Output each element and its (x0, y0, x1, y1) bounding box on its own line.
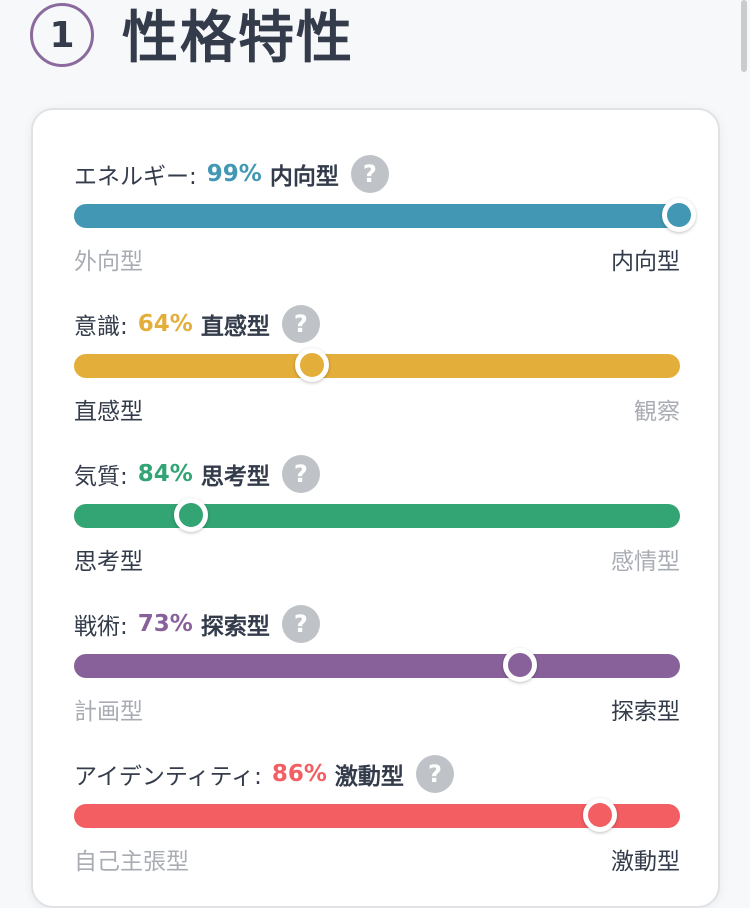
trait-nature: 気質: 84% 思考型 ? 思考型 感情型 (74, 452, 680, 582)
trait-bar-knob (174, 498, 209, 532)
trait-percent: 73% (137, 611, 193, 637)
trait-ends: 計画型 探索型 (74, 692, 680, 726)
trait-left-label: 外向型 (74, 249, 143, 275)
trait-name: 戦術: (74, 614, 128, 640)
trait-percent: 64% (137, 311, 193, 337)
trait-type: 直感型 (200, 314, 270, 340)
help-icon[interactable]: ? (281, 305, 320, 343)
trait-bar (74, 648, 680, 682)
scrollbar[interactable] (741, 0, 747, 72)
trait-bar (74, 798, 680, 832)
trait-bar-knob (661, 198, 696, 232)
trait-right-label: 激動型 (611, 849, 680, 875)
trait-type: 思考型 (200, 464, 270, 490)
trait-name: エネルギー: (74, 164, 197, 190)
trait-ends: 直感型 観察 (74, 392, 680, 426)
trait-tactics: 戦術: 73% 探索型 ? 計画型 探索型 (74, 602, 680, 732)
trait-energy: エネルギー: 99% 内向型 ? 外向型 内向型 (74, 152, 696, 282)
trait-bar-knob (295, 348, 330, 382)
trait-label-row: 意識: 64% 直感型 ? (74, 302, 680, 346)
trait-name: 気質: (74, 464, 128, 490)
page-title: 性格特性 (122, 5, 354, 71)
trait-right-label: 感情型 (611, 549, 680, 575)
trait-percent: 84% (137, 461, 193, 487)
trait-label-row: 戦術: 73% 探索型 ? (74, 602, 680, 646)
trait-percent: 99% (206, 161, 262, 187)
trait-ends: 思考型 感情型 (74, 542, 680, 576)
trait-left-label: 計画型 (74, 699, 143, 725)
trait-label-row: エネルギー: 99% 内向型 ? (74, 152, 680, 196)
trait-label-row: 気質: 84% 思考型 ? (74, 452, 680, 496)
trait-right-label: 内向型 (611, 249, 680, 275)
trait-left-label: 直感型 (74, 399, 143, 425)
trait-mind: 意識: 64% 直感型 ? 直感型 観察 (74, 302, 680, 432)
trait-bar (74, 198, 696, 232)
trait-name: アイデンティティ: (74, 764, 262, 790)
help-icon[interactable]: ? (350, 155, 389, 193)
trait-left-label: 思考型 (74, 549, 143, 575)
trait-ends: 外向型 内向型 (74, 242, 680, 276)
trait-name: 意識: (74, 314, 128, 340)
help-icon[interactable]: ? (281, 605, 320, 643)
trait-right-label: 探索型 (611, 699, 680, 725)
help-icon[interactable]: ? (415, 755, 454, 793)
trait-identity: アイデンティティ: 86% 激動型 ? 自己主張型 激動型 (74, 752, 680, 882)
trait-bar (74, 348, 680, 382)
trait-type: 内向型 (269, 164, 339, 190)
section-header: 1 性格特性 (30, 0, 354, 80)
trait-bar-knob (503, 648, 538, 682)
trait-label-row: アイデンティティ: 86% 激動型 ? (74, 752, 680, 796)
trait-right-label: 観察 (634, 399, 680, 425)
help-icon[interactable]: ? (281, 455, 320, 493)
trait-type: 探索型 (200, 614, 270, 640)
trait-bar-knob (583, 798, 618, 832)
trait-bar (74, 498, 680, 532)
trait-type: 激動型 (334, 764, 404, 790)
section-number-badge: 1 (30, 3, 94, 67)
trait-percent: 86% (271, 761, 327, 787)
traits-card: エネルギー: 99% 内向型 ? 外向型 内向型 意識: 64% 直感型 ? 直… (31, 108, 720, 908)
trait-ends: 自己主張型 激動型 (74, 842, 680, 876)
trait-left-label: 自己主張型 (74, 849, 189, 875)
